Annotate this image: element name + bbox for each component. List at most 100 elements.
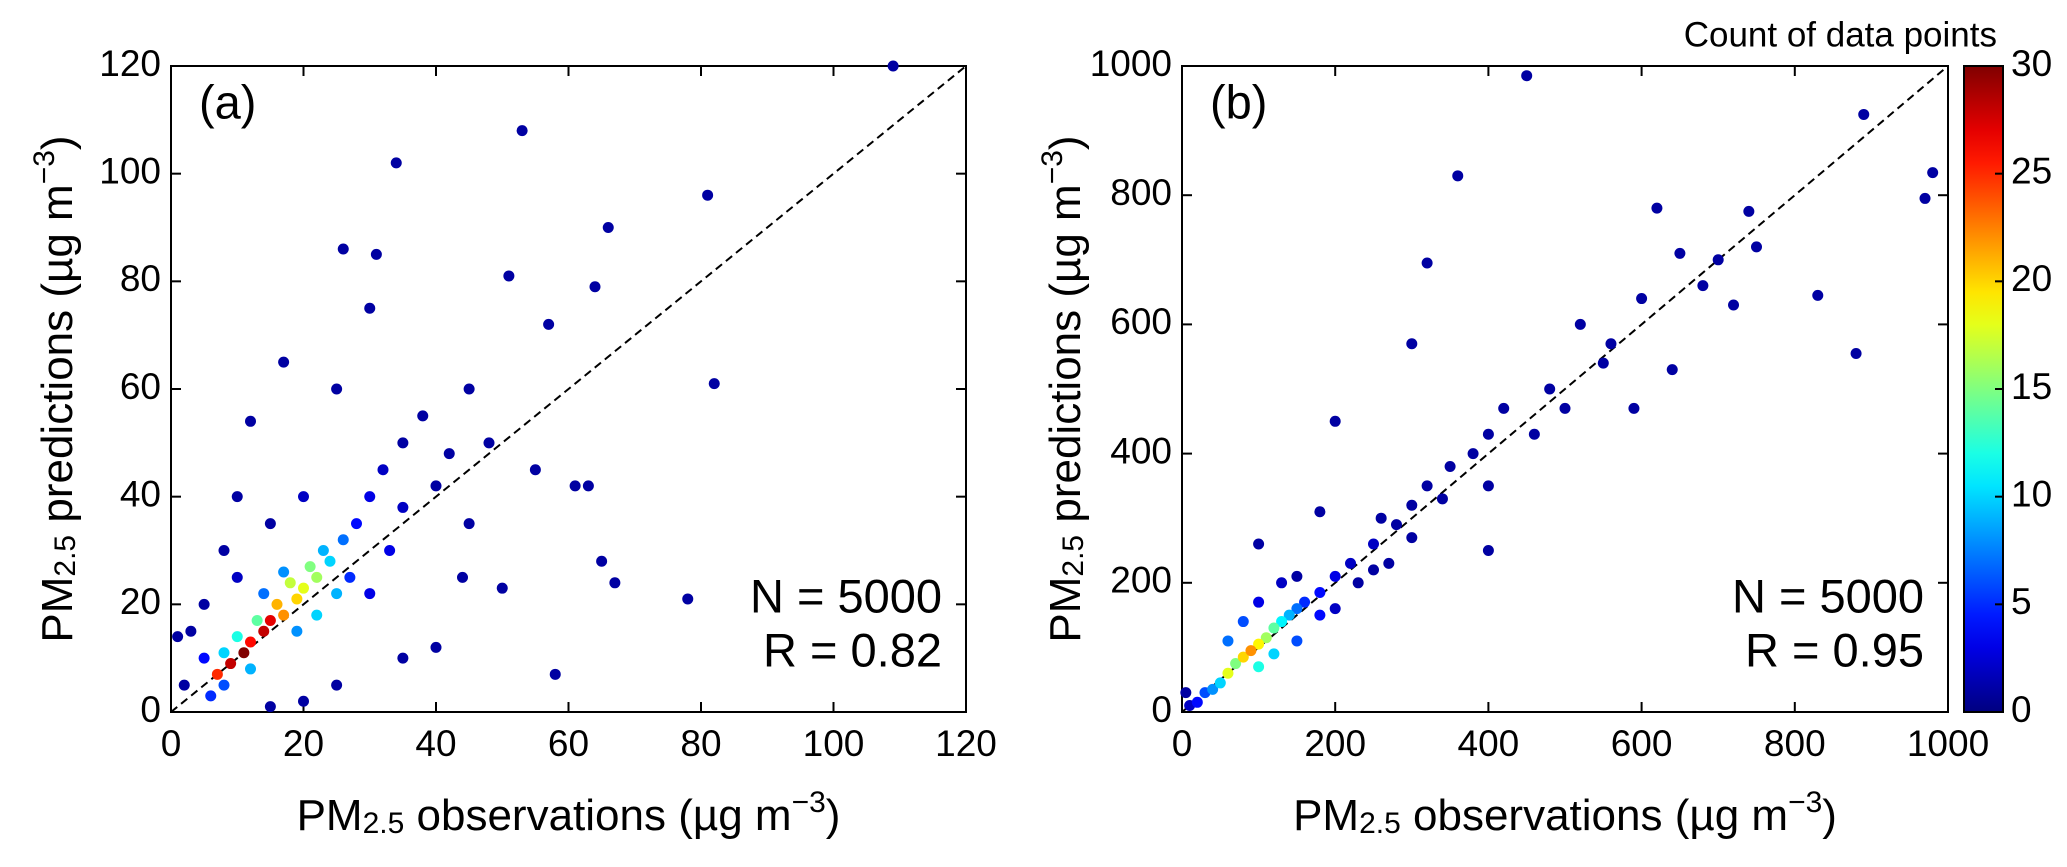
data-point	[702, 189, 714, 201]
data-point	[1927, 167, 1939, 179]
colorbar-tick-label: 5	[2011, 581, 2032, 622]
y-tick-label: 120	[99, 43, 161, 84]
data-point	[1383, 557, 1395, 569]
data-point	[271, 598, 283, 610]
data-point	[264, 701, 276, 713]
label-part: )	[826, 791, 841, 840]
data-point	[397, 652, 409, 664]
data-point	[1436, 493, 1448, 505]
label-part: PM	[33, 577, 82, 643]
y-tick-label: 40	[120, 473, 161, 514]
data-point	[1574, 318, 1586, 330]
data-point	[1728, 299, 1740, 311]
data-point	[682, 593, 694, 605]
data-point	[1253, 596, 1265, 608]
data-point	[503, 270, 515, 282]
colorbar-tick-label: 30	[2011, 43, 2052, 84]
colorbar-tick-label: 10	[2011, 473, 2052, 514]
annotation: R = 0.95	[1745, 623, 1924, 676]
data-point	[609, 577, 621, 589]
label-part: −3	[792, 786, 826, 819]
colorbar-tick-label: 0	[2011, 689, 2032, 730]
data-point	[218, 545, 230, 556]
y-axis-label: PM2.5 predictions (µg m−3)	[28, 135, 82, 642]
data-point	[324, 555, 336, 567]
data-point	[430, 480, 442, 492]
label-part: 2.5	[1057, 535, 1090, 577]
data-point	[364, 302, 376, 314]
label-part: PM	[1041, 577, 1090, 643]
data-point	[1276, 616, 1288, 628]
one-to-one-line	[1181, 65, 1949, 713]
data-point	[569, 480, 581, 492]
data-point	[596, 555, 608, 567]
data-point	[1528, 428, 1540, 440]
data-point	[887, 60, 899, 72]
x-tick-label: 400	[1458, 723, 1520, 764]
data-point	[1283, 609, 1295, 621]
label-part: )	[1041, 135, 1090, 150]
data-point	[278, 356, 290, 368]
data-point	[231, 571, 243, 583]
data-point	[231, 631, 243, 643]
x-tick-label: 0	[1172, 723, 1193, 764]
data-point	[1498, 402, 1510, 414]
colorbar-tick-label: 25	[2011, 150, 2052, 191]
data-point	[1237, 651, 1249, 663]
data-point	[1858, 108, 1870, 120]
data-point	[430, 641, 442, 653]
data-point	[589, 281, 601, 293]
data-point	[245, 415, 256, 427]
data-point	[1245, 645, 1257, 657]
label-part: −3	[28, 150, 61, 184]
data-point	[1268, 622, 1280, 634]
data-point	[483, 437, 495, 449]
data-point	[278, 609, 290, 621]
data-point	[231, 491, 243, 503]
data-point	[1674, 247, 1686, 259]
data-point	[384, 545, 396, 556]
data-point	[225, 658, 237, 670]
data-point	[377, 464, 389, 476]
data-point	[1237, 616, 1249, 628]
data-point	[1191, 696, 1203, 708]
data-point	[1406, 532, 1418, 544]
data-point	[331, 383, 343, 395]
label-part: observations (µg m	[1401, 791, 1788, 840]
label-part: )	[33, 135, 82, 150]
one-to-one-line	[170, 65, 967, 713]
data-point	[1345, 557, 1357, 569]
data-point	[211, 668, 223, 680]
label-part: −3	[1788, 786, 1822, 819]
data-point	[1329, 570, 1341, 582]
data-point	[1375, 512, 1387, 524]
plot-frame	[1181, 65, 1949, 713]
data-point	[1253, 638, 1265, 650]
data-point	[1299, 596, 1311, 608]
label-part: 2.5	[49, 535, 82, 577]
data-point	[390, 157, 402, 169]
data-point	[1521, 70, 1533, 82]
data-point	[582, 480, 594, 492]
data-point	[1482, 545, 1494, 556]
data-point	[364, 491, 376, 503]
data-point	[1314, 586, 1326, 598]
data-point	[1544, 383, 1556, 395]
data-point	[198, 598, 210, 610]
data-point	[1421, 257, 1433, 269]
data-point	[172, 631, 184, 643]
data-point	[1850, 347, 1862, 359]
data-point	[351, 518, 362, 530]
data-point	[331, 679, 343, 691]
data-point	[264, 518, 276, 530]
data-point	[1253, 661, 1265, 673]
y-tick-label: 600	[1110, 301, 1172, 342]
data-point	[291, 625, 303, 637]
data-point	[1329, 603, 1341, 615]
data-point	[1406, 499, 1418, 511]
data-point	[1390, 519, 1402, 531]
y-axis-label: PM2.5 predictions (µg m−3)	[1036, 135, 1090, 642]
data-point	[258, 588, 270, 600]
y-tick-label: 80	[120, 258, 161, 299]
x-tick-label: 200	[1304, 723, 1366, 764]
